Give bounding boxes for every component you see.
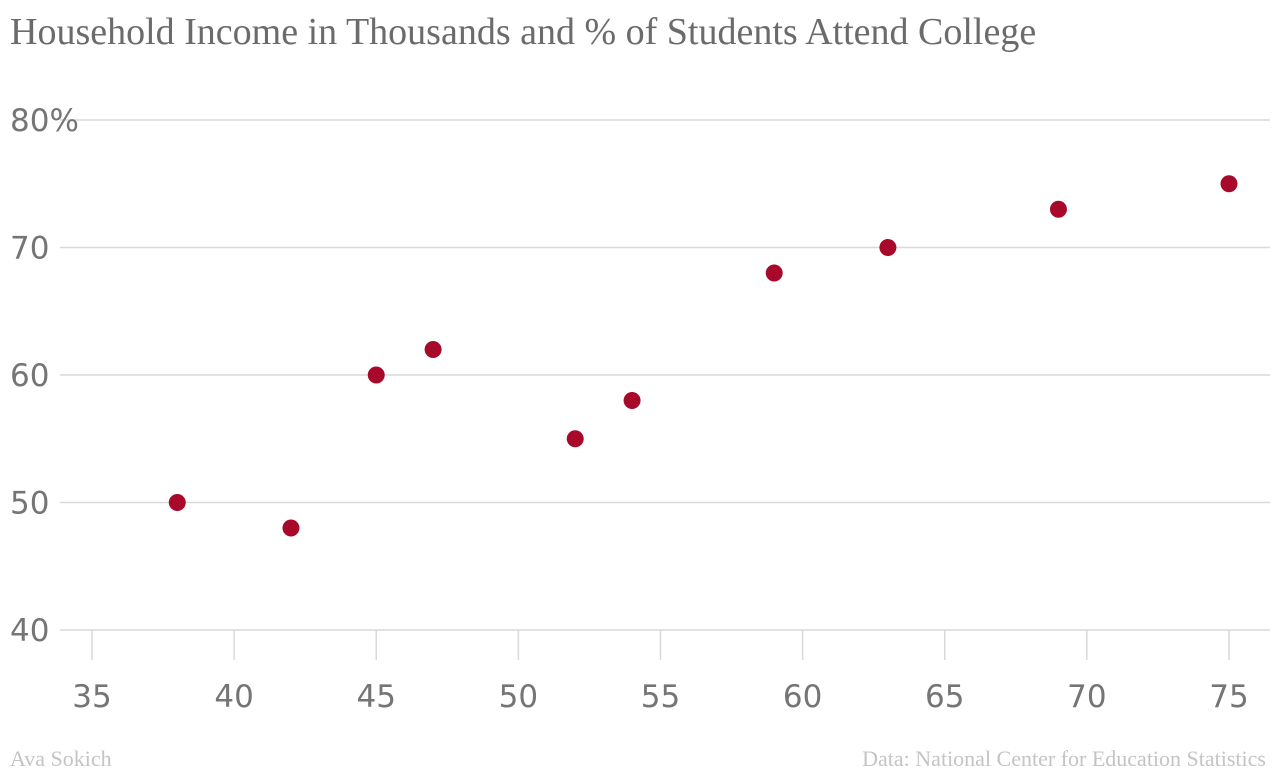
x-tick-label: 60 xyxy=(783,679,822,715)
x-tick-label: 35 xyxy=(72,679,111,715)
gridlines xyxy=(60,119,1270,660)
data-point xyxy=(1049,200,1067,218)
author-credit: Ava Sokich xyxy=(10,746,112,771)
x-tick-label: 70 xyxy=(1067,679,1106,715)
data-point xyxy=(623,392,641,409)
y-axis-ticks: 40 50 60 70 80% xyxy=(10,103,79,649)
x-tick-label: 55 xyxy=(641,679,680,715)
y-tick-label: 60 xyxy=(10,358,49,394)
data-point xyxy=(765,264,783,282)
data-point xyxy=(424,341,442,358)
y-tick-label: 40 xyxy=(10,613,49,649)
data-point xyxy=(282,519,300,537)
data-points xyxy=(168,175,1238,537)
y-tick-label: 80% xyxy=(10,103,79,139)
x-tick-label: 75 xyxy=(1209,679,1248,715)
y-tick-label: 70 xyxy=(10,231,49,267)
x-tick-label: 45 xyxy=(357,679,396,715)
data-point xyxy=(1220,175,1238,193)
data-point xyxy=(168,494,186,511)
x-tick-label: 40 xyxy=(214,679,253,715)
data-point xyxy=(879,239,897,256)
chart-title: Household Income in Thousands and % of S… xyxy=(10,11,1037,53)
data-source: Data: National Center for Education Stat… xyxy=(862,746,1266,771)
data-point xyxy=(566,430,584,448)
data-point xyxy=(367,366,385,384)
x-tick-label: 65 xyxy=(925,679,964,715)
x-axis-ticks: 35 40 45 50 55 60 65 70 75 xyxy=(72,679,1248,715)
y-tick-label: 50 xyxy=(10,486,49,522)
x-tick-label: 50 xyxy=(499,679,538,715)
